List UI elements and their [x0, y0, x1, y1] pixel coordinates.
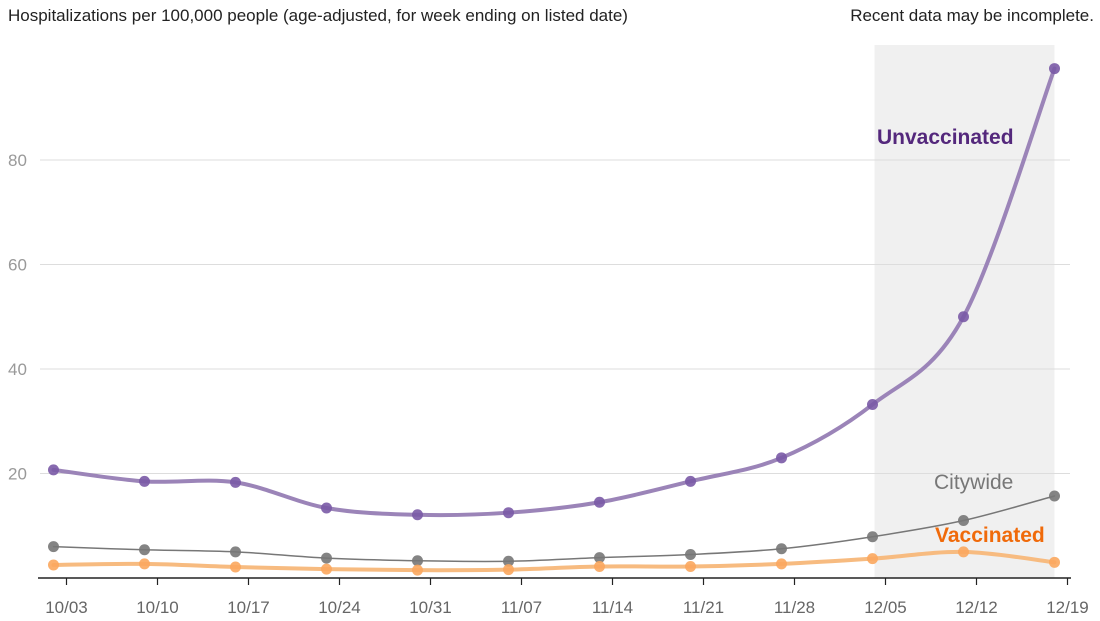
- y-tick-label-60: 60: [8, 256, 27, 275]
- unvaccinated-point-11/13: [594, 496, 605, 508]
- citywide-point-12/11: [958, 515, 969, 527]
- unvaccinated-series-label: Unvaccinated: [877, 126, 1014, 149]
- vaccinated-point-11/06: [503, 564, 514, 576]
- citywide-point-10/09: [139, 544, 150, 556]
- citywide-point-10/02: [48, 541, 59, 553]
- citywide-point-10/30: [412, 555, 423, 567]
- citywide-point-12/18: [1049, 490, 1060, 502]
- x-tick-label: 12/12: [955, 598, 998, 617]
- citywide-point-12/04: [867, 531, 878, 543]
- vaccinated-point-10/23: [321, 563, 332, 575]
- x-tick-label: 10/24: [318, 598, 361, 617]
- x-tick-label: 10/17: [227, 598, 270, 617]
- vaccinated-point-12/18: [1049, 556, 1060, 568]
- unvaccinated-point-11/27: [776, 452, 787, 464]
- y-tick-label-80: 80: [8, 151, 27, 170]
- y-tick-label-40: 40: [8, 360, 27, 379]
- x-tick-label: 12/05: [864, 598, 907, 617]
- citywide-line: [52, 495, 1056, 563]
- vaccinated-point-10/30: [412, 564, 423, 576]
- vaccinated-point-12/04: [867, 553, 878, 565]
- vaccinated-point-10/09: [139, 558, 150, 570]
- x-tick-label: 11/21: [683, 598, 724, 617]
- unvaccinated-point-10/30: [412, 509, 423, 521]
- vaccinated-point-11/20: [685, 561, 696, 573]
- vaccinated-point-11/27: [776, 558, 787, 570]
- citywide-point-11/27: [776, 543, 787, 555]
- x-tick-label: 10/10: [136, 598, 179, 617]
- citywide-point-11/13: [594, 552, 605, 564]
- unvaccinated-point-10/23: [321, 502, 332, 514]
- vaccinated-line: [51, 549, 1057, 573]
- x-tick-label: 12/19: [1046, 598, 1089, 617]
- citywide-point-10/16: [230, 546, 241, 558]
- vaccinated-point-12/11: [958, 546, 969, 558]
- x-tick-label: 11/28: [774, 598, 815, 617]
- unvaccinated-point-10/09: [139, 475, 150, 487]
- x-tick-label: 10/03: [45, 598, 88, 617]
- vaccinated-point-10/16: [230, 561, 241, 573]
- unvaccinated-point-12/11: [958, 311, 969, 323]
- unvaccinated-point-10/16: [230, 476, 241, 488]
- citywide-point-10/23: [321, 552, 332, 564]
- unvaccinated-point-12/04: [867, 399, 878, 411]
- citywide-series-label: Citywide: [934, 471, 1013, 494]
- y-tick-label-20: 20: [8, 465, 27, 484]
- vaccinated-point-10/02: [48, 559, 59, 571]
- unvaccinated-point-11/06: [503, 507, 514, 519]
- vaccinated-series-label: Vaccinated: [935, 524, 1045, 547]
- incomplete-data-note: Recent data may be incomplete.: [850, 6, 1094, 25]
- vaccinated-point-11/13: [594, 561, 605, 573]
- unvaccinated-point-10/02: [48, 464, 59, 476]
- citywide-point-11/20: [685, 548, 696, 560]
- x-tick-label: 11/07: [501, 598, 542, 617]
- x-tick-label: 10/31: [409, 598, 452, 617]
- unvaccinated-point-12/18: [1049, 63, 1060, 75]
- citywide-point-11/06: [503, 555, 514, 567]
- x-tick-label: 11/14: [592, 598, 633, 617]
- chart-subtitle: Hospitalizations per 100,000 people (age…: [8, 6, 628, 25]
- unvaccinated-point-11/20: [685, 475, 696, 487]
